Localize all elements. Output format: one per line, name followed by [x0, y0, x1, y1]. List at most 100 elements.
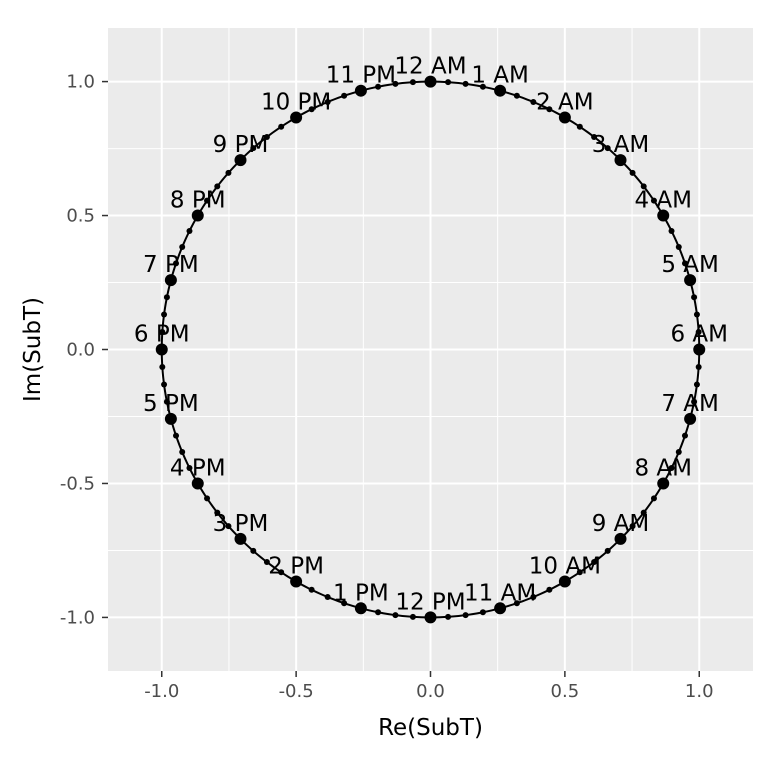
sub-hour-point: [546, 586, 553, 593]
sub-hour-point: [341, 600, 348, 607]
sub-hour-point: [479, 83, 486, 90]
sub-hour-point: [179, 449, 186, 456]
hour-label: 12 PM: [395, 589, 465, 615]
x-tick-label: 1.0: [685, 681, 714, 702]
hour-point: [155, 343, 168, 356]
sub-hour-point: [681, 260, 688, 267]
sub-hour-point: [173, 432, 180, 439]
sub-hour-point: [576, 569, 583, 576]
sub-hour-point: [513, 600, 520, 607]
sub-hour-point: [693, 311, 700, 318]
y-tick-label: -0.5: [60, 473, 95, 494]
x-tick-label: -1.0: [144, 681, 179, 702]
sub-hour-point: [186, 464, 193, 471]
hour-label: 4 PM: [170, 455, 226, 481]
sub-hour-point: [695, 364, 702, 371]
sub-hour-point: [278, 569, 285, 576]
hour-point: [191, 477, 204, 490]
sub-hour-point: [163, 398, 170, 405]
sub-hour-point: [161, 311, 168, 318]
sub-hour-point: [576, 123, 583, 130]
sub-hour-point: [695, 328, 702, 335]
sub-hour-point: [530, 594, 537, 601]
sub-hour-point: [479, 609, 486, 616]
hour-label: 5 AM: [661, 252, 719, 278]
hour-point: [684, 274, 697, 287]
hour-label: 2 PM: [268, 554, 324, 580]
sub-hour-point: [591, 133, 598, 140]
hour-point: [354, 602, 367, 615]
hour-point: [494, 84, 507, 97]
sub-hour-point: [186, 228, 193, 235]
hour-point: [614, 532, 627, 545]
sub-hour-point: [392, 612, 399, 619]
hour-label: 2 AM: [536, 89, 594, 115]
hour-label: 11 PM: [326, 63, 396, 89]
sub-hour-point: [204, 197, 211, 204]
sub-hour-point: [263, 559, 270, 566]
hour-points: [155, 75, 706, 624]
hour-label: 1 AM: [471, 63, 529, 89]
hour-label: 3 AM: [592, 132, 650, 158]
x-axis-tick-labels: -1.0 -0.5 0.0 0.5 1.0: [144, 681, 713, 702]
hour-point: [657, 209, 670, 222]
y-tick-label: 0.5: [66, 206, 95, 227]
sub-hour-point: [324, 594, 331, 601]
hour-point: [558, 111, 571, 124]
hour-label: 3 PM: [213, 511, 269, 537]
sub-hour-point: [675, 449, 682, 456]
axis-ticks: [102, 80, 700, 677]
hour-label: 6 AM: [670, 322, 728, 348]
sub-hour-point: [591, 559, 598, 566]
sub-hour-point: [225, 169, 232, 176]
hour-point: [234, 154, 247, 167]
sub-hour-point: [375, 609, 382, 616]
sub-hour-point: [640, 509, 647, 516]
sub-hour-point: [650, 197, 657, 204]
y-tick-label: 1.0: [66, 72, 95, 93]
sub-hour-point: [375, 83, 382, 90]
hour-label: 10 PM: [261, 89, 331, 115]
hour-point: [164, 412, 177, 425]
hour-point: [354, 84, 367, 97]
sub-hour-point: [650, 495, 657, 502]
sub-hour-point: [693, 381, 700, 388]
sub-hour-point: [445, 79, 452, 86]
hour-label: 8 AM: [634, 455, 692, 481]
hour-label: 10 AM: [529, 554, 601, 580]
sub-hour-point: [681, 432, 688, 439]
hour-label: 7 AM: [661, 391, 719, 417]
sub-hour-point: [392, 80, 399, 87]
sub-hour-point: [409, 79, 416, 86]
sub-hour-point: [445, 613, 452, 620]
sub-hour-point: [668, 228, 675, 235]
hour-label: 7 PM: [143, 252, 199, 278]
sub-hour-point: [604, 547, 611, 554]
sub-hour-point: [629, 523, 636, 530]
sub-hour-point: [225, 523, 232, 530]
grid-major-lines: [108, 28, 753, 671]
hour-labels: 12 AM 1 AM 2 AM 3 AM 4 AM 5 AM 6 AM 7 AM 8 AM 9 A…: [134, 54, 728, 616]
sub-hour-point: [159, 364, 166, 371]
sub-hour-point: [604, 145, 611, 152]
x-tick-label: 0.5: [551, 681, 580, 702]
sub-hour-point: [173, 260, 180, 267]
hour-point: [657, 477, 670, 490]
hour-point: [290, 575, 303, 588]
hour-point: [684, 412, 697, 425]
hour-label: 9 AM: [592, 511, 650, 537]
sub-hour-point: [159, 328, 166, 335]
sub-hour-point: [308, 586, 315, 593]
hour-point: [234, 532, 247, 545]
hour-point: [558, 575, 571, 588]
sub-hour-point: [308, 106, 315, 113]
sub-hour-point: [250, 547, 257, 554]
hour-point: [290, 111, 303, 124]
sub-hour-point: [530, 98, 537, 105]
hour-label: 12 AM: [394, 54, 466, 80]
sub-hour-point: [250, 145, 257, 152]
sub-hour-point: [513, 92, 520, 99]
hour-point: [693, 343, 706, 356]
hour-point: [424, 611, 437, 624]
